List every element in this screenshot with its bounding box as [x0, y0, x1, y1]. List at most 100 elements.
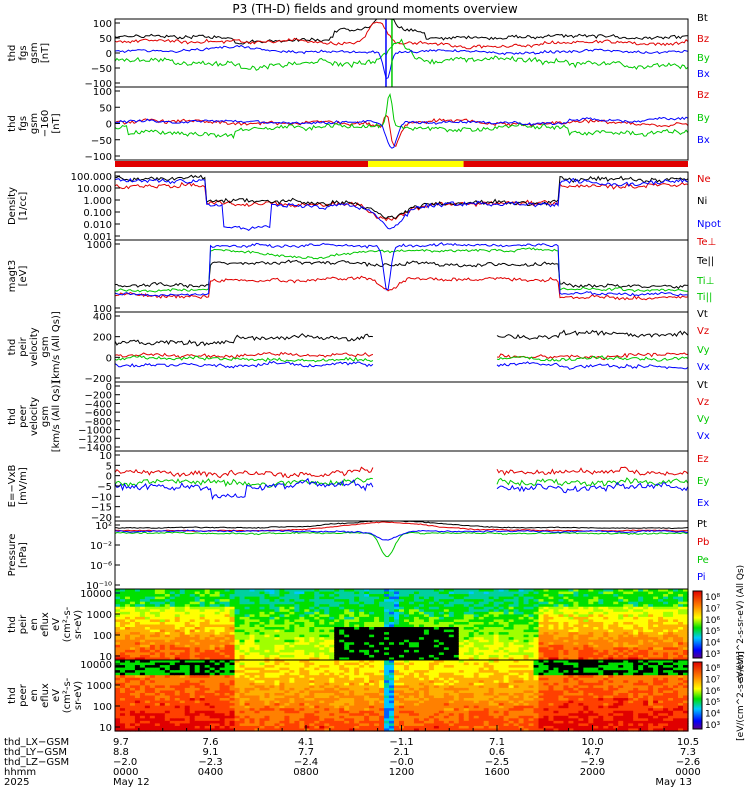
- panel-7-ylabel: [nPa]: [18, 542, 29, 568]
- panel-1-ylabel: [nT]: [51, 113, 62, 133]
- vt-line: [114, 329, 689, 347]
- legend-By: By: [697, 113, 710, 124]
- panel-5-ytick-label: −400: [85, 399, 112, 410]
- panel-6-ytick-label: −10: [91, 492, 112, 503]
- bt-line: [114, 18, 688, 45]
- xaxis-row-label: thd_LZ−GSM: [4, 757, 69, 768]
- xaxis-value: 10.5: [677, 737, 699, 748]
- legend-By: By: [697, 53, 710, 64]
- panel-9-ytick-label: 100: [93, 702, 112, 713]
- te-perp-line: [114, 275, 689, 301]
- panel-5-ytick-label: −1400: [78, 443, 112, 454]
- panel-5-frame: [114, 381, 689, 452]
- xaxis-value: 0800: [293, 767, 318, 778]
- panel-9-ylabel: peer: [18, 683, 29, 707]
- xaxis-value: −2.4: [294, 757, 318, 768]
- legend-Pb: Pb: [697, 537, 709, 548]
- xaxis-value: 4.1: [298, 737, 314, 748]
- panel-3-ylabel: magt3: [7, 260, 18, 293]
- panel-8-ylabel: eflux: [40, 612, 51, 637]
- xaxis-value: 0000: [113, 767, 138, 778]
- xaxis-value: 10.0: [581, 737, 603, 748]
- panel-7-ytick-label: 10⁻²: [90, 541, 112, 552]
- peir-spectrogram: [115, 589, 689, 661]
- panel-8-ytick-label: 1000: [87, 610, 112, 621]
- panel-4-ytick-label: 0: [106, 353, 112, 364]
- panel-5-ytick-label: −1200: [78, 434, 112, 445]
- panel-4-ylabel: [km/s (All Qs)]: [51, 311, 62, 383]
- legend-Ey: Ey: [697, 476, 709, 487]
- xaxis-value: 8.8: [113, 747, 129, 758]
- panel-0-ytick-label: 100: [93, 19, 112, 30]
- mode-bar-slow: [115, 161, 369, 167]
- npot-line: [114, 177, 689, 232]
- pe-line: [114, 531, 689, 558]
- panel-5-ytick-label: −200: [85, 391, 112, 402]
- legend-Npot: Npot: [697, 219, 721, 230]
- panel-5-ytick-label: −600: [85, 408, 112, 419]
- xaxis-value: 4.7: [585, 747, 601, 758]
- panel-4-ylabel: velocity: [29, 327, 40, 366]
- panel-0-ytick-label: −100: [85, 79, 112, 90]
- legend-Vy: Vy: [697, 414, 710, 425]
- colorbar-9: [692, 661, 703, 730]
- panel-9-ylabel: thd: [7, 687, 18, 704]
- legend-Te||: Te||: [696, 256, 714, 267]
- panel-2-ytick-label: 100.000: [71, 172, 112, 183]
- legend-Vy: Vy: [697, 345, 710, 356]
- panel-9-ylabel: en: [29, 689, 40, 702]
- xaxis-value: 0000: [675, 767, 700, 778]
- panel-5-ylabel: gsm: [40, 406, 51, 427]
- colorbar-tick-label: 10⁴: [705, 710, 720, 720]
- panel-3-ytick-label: 1000: [87, 240, 112, 251]
- legend-Ni: Ni: [697, 196, 707, 207]
- panel-0-ytick-label: −50: [91, 64, 112, 75]
- legend-Ti||: Ti||: [696, 292, 712, 303]
- panel-3-ylabel: [eV]: [18, 266, 29, 287]
- panel-7-ytick-label: 10⁻¹⁰: [86, 581, 112, 592]
- colorbar-tick-label: 10⁸: [705, 664, 720, 674]
- panel-7-ytick-label: 10²: [95, 521, 112, 532]
- legend-Te⊥: Te⊥: [696, 237, 716, 248]
- xaxis-value: 2.1: [394, 747, 410, 758]
- panel-2-ytick-label: 0.100: [83, 208, 112, 219]
- panel-8-ylabel: (cm²-s-: [62, 606, 73, 642]
- panel-5-ylabel: velocity: [29, 397, 40, 436]
- panel-4-ytick-label: −200: [85, 374, 112, 385]
- panel-6-frame: [114, 450, 689, 522]
- xaxis-value: 9.1: [203, 747, 219, 758]
- colorbar-label-bottom: [eV/(cm^2-s-sr-eV)]: [736, 651, 746, 741]
- xaxis-value: −1.1: [389, 737, 413, 748]
- panel-8-ytick-label: 10000: [80, 589, 112, 600]
- panel-6-ytick-label: 0: [106, 472, 112, 483]
- legend-Ez: Ez: [697, 454, 709, 465]
- panel-4-ylabel: gsm: [40, 336, 51, 357]
- panel-1-ytick-label: −50: [91, 136, 112, 147]
- panel-2-ylabel: Density: [7, 187, 18, 225]
- pt-line: [114, 520, 689, 530]
- ne-line: [114, 181, 689, 222]
- xaxis-value: −2.5: [485, 757, 509, 768]
- xaxis-value: May 12: [113, 777, 150, 788]
- colorbar-tick-label: 10⁵: [705, 698, 720, 708]
- panel-6-ytick-label: −5: [97, 482, 112, 493]
- pi-line: [114, 529, 688, 541]
- xaxis-value: 7.7: [298, 747, 314, 758]
- panel-0-ylabel: thd: [7, 45, 18, 62]
- panel-8-ytick-label: 10: [99, 652, 112, 663]
- xaxis-value: 1200: [389, 767, 414, 778]
- te-par-line: [114, 259, 689, 290]
- panel-4-ytick-label: 400: [93, 312, 112, 323]
- ti-par-line: [114, 242, 689, 297]
- panel-1-ylabel: −160: [40, 110, 51, 137]
- legend-Bx: Bx: [697, 69, 710, 80]
- bz2-line: [114, 114, 689, 148]
- panel-4-frame: [114, 311, 689, 383]
- panel-8-ylabel: sr-eV): [73, 610, 84, 639]
- xaxis-value: 1600: [484, 767, 509, 778]
- xaxis-value: 0.6: [489, 747, 505, 758]
- legend-Ne: Ne: [697, 174, 711, 185]
- panel-0-ylabel: fgs: [18, 45, 29, 60]
- xaxis-value: −2.9: [580, 757, 604, 768]
- by-line: [114, 38, 689, 71]
